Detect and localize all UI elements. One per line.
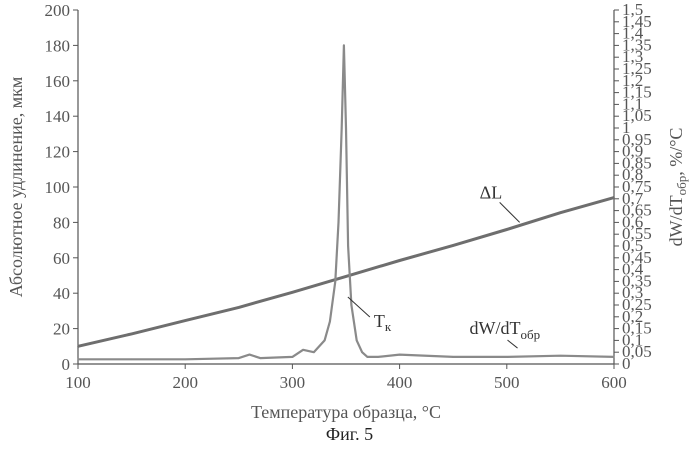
annotation-pointer-dl bbox=[500, 202, 520, 222]
x-tick-label: 500 bbox=[494, 373, 520, 392]
data-point-derivative bbox=[343, 45, 345, 47]
data-point-elongation bbox=[452, 245, 454, 247]
data-point-derivative bbox=[613, 356, 615, 358]
data-point-derivative bbox=[345, 127, 347, 129]
x-tick-label: 300 bbox=[280, 373, 306, 392]
data-point-elongation bbox=[560, 212, 562, 214]
figure-caption: Фиг. 5 bbox=[0, 424, 699, 445]
data-point-derivative bbox=[238, 357, 240, 359]
series-line-derivative bbox=[78, 45, 614, 359]
annotation-label-dw: dW/dTобр bbox=[470, 318, 541, 342]
y-left-axis-title: Абсолютное удлинение, мкм bbox=[6, 77, 26, 297]
annotation-label-tk: Tк bbox=[374, 311, 392, 334]
data-point-derivative bbox=[131, 358, 133, 360]
y-left-tick-label: 40 bbox=[53, 284, 70, 303]
y-left-tick-label: 20 bbox=[53, 320, 70, 339]
data-point-derivative bbox=[292, 356, 294, 358]
x-tick-label: 400 bbox=[387, 373, 413, 392]
annotation-label-dl: ΔL bbox=[480, 182, 503, 202]
data-point-derivative bbox=[347, 245, 349, 247]
data-point-derivative bbox=[377, 356, 379, 358]
data-point-elongation bbox=[77, 346, 79, 348]
data-point-elongation bbox=[238, 307, 240, 309]
data-point-elongation bbox=[399, 260, 401, 262]
data-point-derivative bbox=[329, 321, 331, 323]
data-point-derivative bbox=[302, 349, 304, 351]
y-left-tick-label: 140 bbox=[45, 107, 71, 126]
y-left-tick-label: 200 bbox=[45, 1, 71, 20]
y-right-axis-title: dW/dTобр, %/°C bbox=[666, 128, 689, 247]
data-point-elongation bbox=[506, 229, 508, 231]
data-point-elongation bbox=[613, 197, 615, 199]
data-point-derivative bbox=[452, 356, 454, 358]
x-tick-label: 200 bbox=[172, 373, 198, 392]
data-point-derivative bbox=[367, 356, 369, 358]
data-point-derivative bbox=[351, 304, 353, 306]
data-point-derivative bbox=[324, 340, 326, 342]
data-point-derivative bbox=[77, 358, 79, 360]
data-point-derivative bbox=[338, 222, 340, 224]
data-point-derivative bbox=[399, 354, 401, 356]
y-left-tick-label: 80 bbox=[53, 213, 70, 232]
y-left-tick-label: 160 bbox=[45, 72, 71, 91]
y-right-tick-label: 1,5 bbox=[622, 0, 643, 19]
data-point-elongation bbox=[184, 320, 186, 322]
series-line-elongation bbox=[78, 198, 614, 347]
annotation-pointer-dw bbox=[508, 340, 518, 348]
data-point-derivative bbox=[506, 356, 508, 358]
data-point-derivative bbox=[184, 358, 186, 360]
data-point-derivative bbox=[361, 351, 363, 353]
y-left-tick-label: 120 bbox=[45, 143, 71, 162]
data-point-derivative bbox=[259, 357, 261, 359]
y-left-tick-label: 0 bbox=[62, 355, 71, 374]
x-axis-title: Температура образца, °C bbox=[251, 402, 441, 422]
data-point-derivative bbox=[341, 127, 343, 129]
data-point-derivative bbox=[249, 354, 251, 356]
y-left-tick-label: 100 bbox=[45, 178, 71, 197]
data-point-derivative bbox=[356, 340, 358, 342]
y-left-tick-label: 180 bbox=[45, 36, 71, 55]
data-point-elongation bbox=[292, 292, 294, 294]
data-point-derivative bbox=[560, 355, 562, 357]
data-point-derivative bbox=[313, 351, 315, 353]
y-left-tick-label: 60 bbox=[53, 249, 70, 268]
x-tick-label: 100 bbox=[65, 373, 91, 392]
data-point-elongation bbox=[131, 333, 133, 335]
data-point-elongation bbox=[345, 276, 347, 278]
data-point-derivative bbox=[334, 281, 336, 283]
x-tick-label: 600 bbox=[601, 373, 627, 392]
